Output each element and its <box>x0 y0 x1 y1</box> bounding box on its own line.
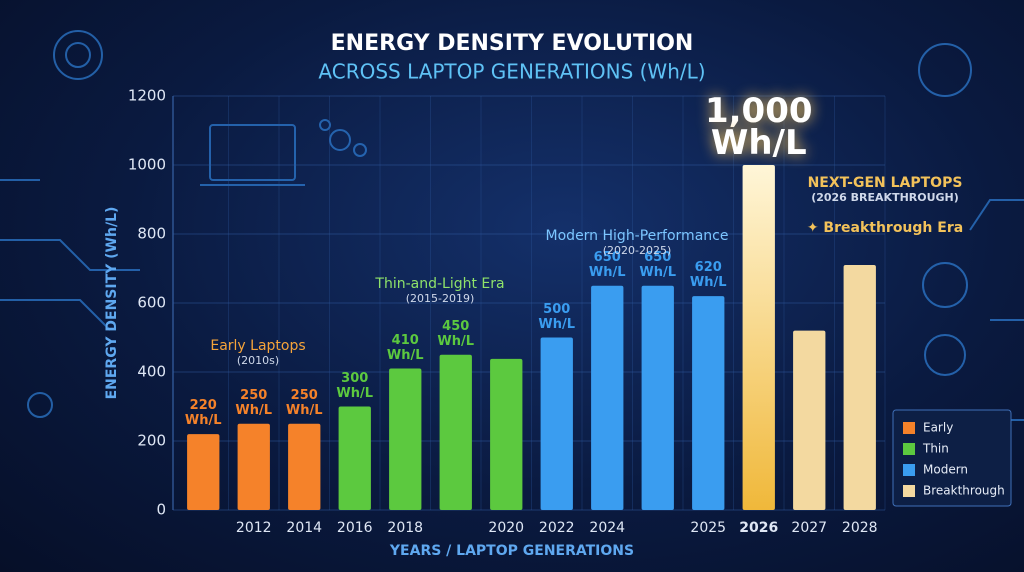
value-label: 220 Wh/L <box>184 398 222 429</box>
annotation-text: Thin-and-Light Era <box>375 276 505 292</box>
value-label-highlight: 1,000 Wh/L <box>704 91 813 163</box>
x-tick-label: 2012 <box>236 520 272 536</box>
x-tick-label: 2026 <box>739 520 778 536</box>
bar <box>389 368 422 510</box>
value-label: 650 Wh/L <box>588 249 626 280</box>
annotation: Thin-and-Light Era (2015-2019) <box>375 276 504 305</box>
x-tick-label: 2018 <box>387 520 423 536</box>
x-tick-label: 2027 <box>791 520 827 536</box>
y-tick-label: 1000 <box>128 156 166 174</box>
y-tick-label: 200 <box>137 432 166 450</box>
bar <box>439 354 472 510</box>
bar <box>591 285 624 510</box>
bar <box>692 296 725 510</box>
legend-label: Breakthrough <box>923 484 1005 498</box>
bar <box>490 358 523 510</box>
value-label: 250 Wh/L <box>285 387 323 418</box>
legend-swatch <box>903 464 915 476</box>
value-label: 620 Wh/L <box>689 260 727 291</box>
y-tick-label: 1200 <box>128 87 166 105</box>
annotation-text: Early Laptops <box>210 338 306 354</box>
legend-label: Thin <box>922 442 949 456</box>
annotation: Modern High-Performance (2020-2025) <box>546 228 729 257</box>
value-label: 300 Wh/L <box>336 370 374 401</box>
bar <box>338 406 371 510</box>
y-axis-label: ENERGY DENSITY (Wh/L) <box>104 207 120 400</box>
legend-box <box>892 409 1012 507</box>
annotation-sub: (2010s) <box>236 354 280 367</box>
legend-swatch <box>903 422 915 434</box>
value-label: 410 Wh/L <box>386 332 424 363</box>
legend-label: Modern <box>923 463 968 477</box>
bar <box>843 265 876 510</box>
annotation: Early Laptops (2010s) <box>210 338 305 367</box>
value-label: 650 Wh/L <box>639 249 677 280</box>
x-tick-label: 2022 <box>539 520 575 536</box>
legend-label: Early <box>923 421 953 435</box>
legend-swatch <box>903 485 915 497</box>
value-label: 450 Wh/L <box>437 318 475 349</box>
chart-title: ENERGY DENSITY EVOLUTION <box>331 31 694 56</box>
x-tick-label: 2014 <box>286 520 322 536</box>
bar <box>288 423 321 510</box>
y-tick-label: 0 <box>156 501 166 519</box>
annotation-sub: (2026 BREAKTHROUGH) <box>811 191 959 204</box>
annotation-text: ✦ Breakthrough Era <box>806 220 964 236</box>
annotation-text: NEXT-GEN LAPTOPS <box>807 175 963 191</box>
bar <box>641 285 674 510</box>
y-tick-label: 600 <box>137 294 166 312</box>
x-tick-label: 2028 <box>842 520 878 536</box>
value-label: 500 Wh/L <box>538 301 576 332</box>
x-tick-label: 2016 <box>337 520 373 536</box>
x-tick-label: 2020 <box>488 520 524 536</box>
annotation-sub: (2015-2019) <box>405 292 475 305</box>
chart-subtitle: ACROSS LAPTOP GENERATIONS (Wh/L) <box>318 60 705 84</box>
x-tick-label: 2025 <box>690 520 726 536</box>
x-axis-label: YEARS / LAPTOP GENERATIONS <box>389 543 634 559</box>
bar <box>187 434 220 510</box>
annotation-sub: (2020-2025) <box>602 244 672 257</box>
bar <box>540 337 573 510</box>
bar <box>793 330 826 510</box>
annotation: NEXT-GEN LAPTOPS (2026 BREAKTHROUGH) <box>808 175 963 204</box>
y-tick-label: 400 <box>137 363 166 381</box>
x-tick-label: 2024 <box>589 520 625 536</box>
y-tick-label: 800 <box>137 225 166 243</box>
annotation-text: Modern High-Performance <box>545 228 729 244</box>
annotation: ✦ Breakthrough Era <box>807 220 963 236</box>
bar <box>742 165 775 510</box>
value-label: 250 Wh/L <box>235 387 273 418</box>
legend-swatch <box>903 443 915 455</box>
bar <box>237 423 270 510</box>
